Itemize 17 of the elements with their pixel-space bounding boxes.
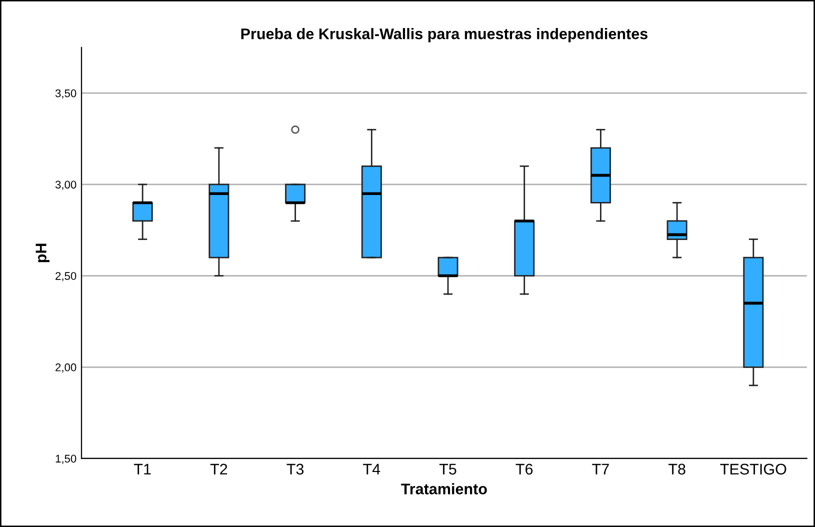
chart-title: Prueba de Kruskal-Wallis para muestras independientes (241, 28, 648, 42)
x-tick-label: T5 (439, 464, 456, 475)
x-tick-label: T7 (592, 464, 609, 474)
x-tick-label: T8 (668, 464, 686, 475)
y-tick-label: 3,00 (55, 180, 76, 190)
y-axis-title: pH (36, 244, 50, 262)
x-axis-title: Tratamiento (401, 483, 487, 494)
x-tick-label: T2 (210, 464, 228, 474)
x-tick-label: T3 (286, 464, 304, 475)
y-tick-label: 3,50 (55, 89, 76, 99)
y-tick-label: 2,50 (56, 272, 76, 282)
x-tick-label: T1 (134, 464, 151, 474)
x-tick-label: TESTIGO (720, 464, 786, 475)
y-tick-label: 2,00 (56, 363, 76, 373)
x-tick-label: T4 (363, 464, 380, 474)
x-tick-label: T6 (516, 464, 533, 475)
y-tick-label: 1,50 (56, 454, 76, 464)
